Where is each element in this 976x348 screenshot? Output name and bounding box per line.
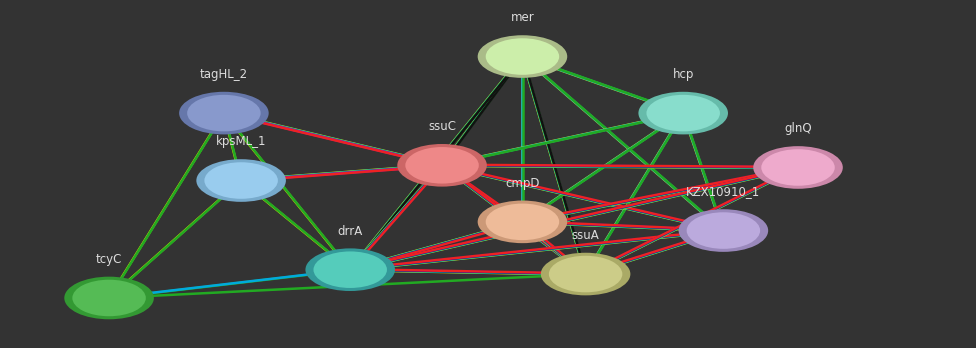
Ellipse shape [405,147,479,184]
Ellipse shape [687,212,760,249]
Ellipse shape [761,149,834,186]
Ellipse shape [313,251,386,288]
Ellipse shape [753,146,843,189]
Text: drrA: drrA [338,224,363,238]
Ellipse shape [204,162,278,199]
Text: ssuA: ssuA [572,229,599,242]
Ellipse shape [477,35,567,78]
Ellipse shape [638,92,728,134]
Ellipse shape [187,95,261,132]
Text: glnQ: glnQ [784,122,812,135]
Ellipse shape [477,200,567,243]
Ellipse shape [72,280,145,316]
Text: ssuC: ssuC [428,120,456,133]
Ellipse shape [305,248,395,291]
Ellipse shape [541,253,630,295]
Ellipse shape [397,144,487,187]
Ellipse shape [486,204,559,240]
Text: tagHL_2: tagHL_2 [200,68,248,81]
Ellipse shape [180,92,268,134]
Ellipse shape [64,277,154,319]
Text: mer: mer [510,11,534,24]
Text: cmpD: cmpD [506,177,540,190]
Text: hcp: hcp [672,68,694,81]
Ellipse shape [678,209,768,252]
Text: kpsML_1: kpsML_1 [216,135,266,148]
Ellipse shape [646,95,720,132]
Text: KZX10910_1: KZX10910_1 [686,185,760,198]
Ellipse shape [549,256,623,292]
Ellipse shape [196,159,286,202]
Ellipse shape [486,38,559,75]
Text: tcyC: tcyC [96,253,122,266]
